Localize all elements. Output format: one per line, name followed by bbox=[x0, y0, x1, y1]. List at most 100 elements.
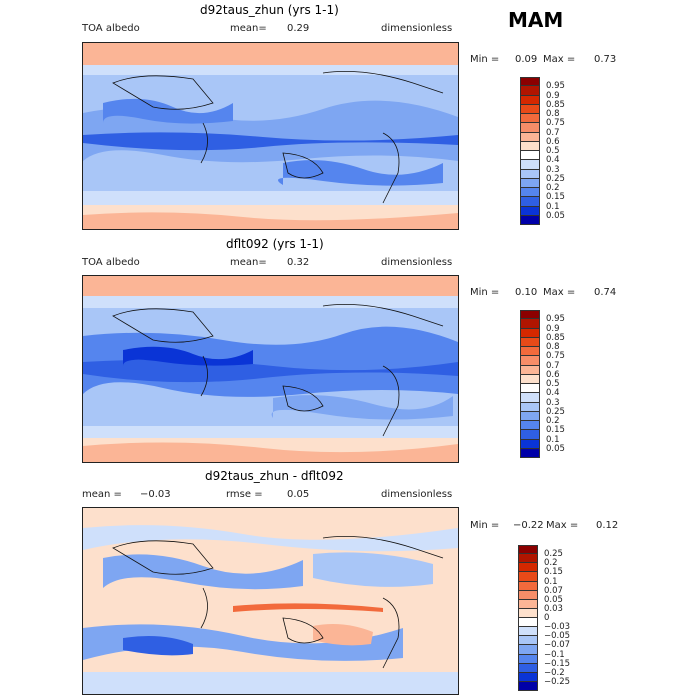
panel-1-mean-value: 0.29 bbox=[287, 23, 310, 34]
colorbar-level-label: 0.4 bbox=[546, 155, 560, 166]
colorbar-swatch bbox=[520, 95, 540, 105]
colorbar-swatch bbox=[520, 328, 540, 338]
colorbar-level-label: 0.15 bbox=[544, 567, 563, 578]
colorbar-swatch bbox=[520, 402, 540, 412]
colorbar-swatch bbox=[518, 599, 538, 609]
colorbar-level-label: 0.25 bbox=[546, 173, 565, 184]
colorbar-swatch bbox=[520, 319, 540, 329]
colorbar-swatch bbox=[520, 86, 540, 96]
colorbar-level-label: 0.03 bbox=[544, 603, 563, 614]
colorbar-swatch bbox=[518, 654, 538, 664]
colorbar-swatch bbox=[520, 384, 540, 394]
colorbar-level-label: 0.7 bbox=[546, 127, 560, 138]
colorbar-level-label: 0.05 bbox=[544, 594, 563, 605]
colorbar-swatch bbox=[520, 197, 540, 207]
colorbar-level-label: 0.95 bbox=[546, 314, 565, 325]
colorbar-swatch bbox=[520, 393, 540, 403]
colorbar-swatch bbox=[520, 114, 540, 124]
panel-1-title: d92taus_zhun (yrs 1-1) bbox=[200, 3, 339, 17]
panel-2-units: dimensionless bbox=[381, 257, 453, 268]
colorbar-swatch bbox=[520, 169, 540, 179]
colorbar-level-label: 0.7 bbox=[546, 360, 560, 371]
colorbar-level-label: 0.6 bbox=[546, 136, 560, 147]
colorbar-level-label: 0.1 bbox=[546, 434, 560, 445]
colorbar-level-label: 0.05 bbox=[546, 210, 565, 221]
colorbar-frame bbox=[520, 310, 540, 458]
panel-3-map bbox=[82, 507, 459, 695]
panel-3-max-value: 0.12 bbox=[596, 520, 619, 531]
colorbar-level-label: 0 bbox=[544, 613, 550, 623]
panel-3-min-label: Min = bbox=[470, 520, 500, 531]
colorbar-level-label: 0.15 bbox=[546, 425, 565, 436]
colorbar-swatch bbox=[520, 151, 540, 161]
colorbar-swatch bbox=[520, 439, 540, 449]
colorbar-swatch bbox=[518, 645, 538, 655]
colorbar-swatch bbox=[520, 337, 540, 347]
colorbar-swatch bbox=[520, 421, 540, 431]
panel-1-map-svg bbox=[83, 43, 458, 229]
colorbar-swatch bbox=[520, 411, 540, 421]
colorbar-swatch bbox=[518, 545, 538, 555]
panel-1-colorbar: 0.95 0.9 0.85 0.8 0.75 0.7 0.6 0.5 0.4 0.3 0.25 0.2… bbox=[520, 77, 580, 225]
colorbar-swatch bbox=[520, 77, 540, 87]
panel-2-min-value: 0.10 bbox=[515, 287, 538, 298]
colorbar-swatch bbox=[520, 123, 540, 133]
colorbar-swatch bbox=[518, 627, 538, 637]
panel-3-rmse-label: rmse = bbox=[226, 489, 263, 500]
colorbar-level-label: 0.95 bbox=[546, 81, 565, 92]
colorbar-swatch bbox=[518, 636, 538, 646]
colorbar-level-label: 0.3 bbox=[546, 164, 560, 175]
colorbar-swatch bbox=[520, 430, 540, 440]
colorbar-level-label: 0.25 bbox=[546, 406, 565, 417]
panel-1-max-label: Max = bbox=[543, 54, 576, 65]
colorbar-level-label: 0.2 bbox=[546, 416, 560, 426]
panel-2-max-label: Max = bbox=[543, 287, 576, 298]
panel-2-min-label: Min = bbox=[470, 287, 500, 298]
colorbar-swatch bbox=[520, 160, 540, 170]
panel-1-map bbox=[82, 42, 459, 230]
panel-1-units: dimensionless bbox=[381, 23, 453, 34]
colorbar-swatch bbox=[520, 310, 540, 320]
colorbar-level-label: 0.5 bbox=[546, 379, 560, 389]
colorbar-swatch bbox=[520, 365, 540, 375]
colorbar-level-label: 0.6 bbox=[546, 369, 560, 380]
panel-2-map bbox=[82, 275, 459, 463]
panel-3-map-svg bbox=[83, 508, 458, 694]
colorbar-level-label: 0.05 bbox=[546, 443, 565, 454]
colorbar-level-label: −0.05 bbox=[544, 631, 571, 642]
colorbar-level-label: 0.75 bbox=[546, 351, 565, 362]
colorbar-level-label: 0.85 bbox=[546, 332, 565, 343]
panel-1-min-label: Min = bbox=[470, 54, 500, 65]
colorbar-swatch bbox=[518, 672, 538, 682]
colorbar-level-label: −0.2 bbox=[544, 667, 565, 678]
colorbar-level-label: 0.2 bbox=[544, 558, 558, 569]
panel-2-variable-label: TOA albedo bbox=[82, 257, 140, 268]
panel-3-rmse-value: 0.05 bbox=[287, 489, 310, 500]
colorbar-swatch bbox=[520, 178, 540, 188]
panel-3-mean-value: −0.03 bbox=[140, 489, 171, 500]
panel-1-min-value: 0.09 bbox=[515, 54, 538, 65]
colorbar-swatch bbox=[518, 563, 538, 573]
colorbar-swatch bbox=[518, 663, 538, 673]
colorbar-swatch bbox=[518, 590, 538, 600]
colorbar-level-label: −0.25 bbox=[544, 676, 571, 687]
colorbar-level-label: 0.15 bbox=[546, 192, 565, 203]
season-label: MAM bbox=[508, 8, 564, 32]
panel-1-variable-label: TOA albedo bbox=[82, 23, 140, 34]
colorbar-swatch bbox=[520, 141, 540, 151]
panel-2-mean-label: mean= bbox=[230, 257, 267, 268]
colorbar-swatch bbox=[518, 554, 538, 564]
panel-2-max-value: 0.74 bbox=[594, 287, 617, 298]
panel-2-colorbar: 0.95 0.9 0.85 0.8 0.75 0.7 0.6 0.5 0.4 0.3 0.25 0.2… bbox=[520, 310, 580, 458]
panel-2-title: dflt092 (yrs 1-1) bbox=[226, 237, 324, 251]
colorbar-frame bbox=[518, 545, 538, 691]
panel-3-mean-label: mean = bbox=[82, 489, 122, 500]
colorbar-swatch bbox=[518, 572, 538, 582]
panel-1-max-value: 0.73 bbox=[594, 54, 617, 65]
panel-3-colorbar: 0.25 0.2 0.15 0.1 0.07 0.05 0.03 0 −0.03 −0.05 −0.… bbox=[518, 545, 578, 691]
colorbar-swatch bbox=[520, 188, 540, 198]
colorbar-level-label: −0.1 bbox=[544, 649, 565, 660]
panel-3-title: d92taus_zhun - dflt092 bbox=[205, 469, 344, 483]
colorbar-swatch bbox=[518, 618, 538, 628]
colorbar-swatch bbox=[520, 374, 540, 384]
